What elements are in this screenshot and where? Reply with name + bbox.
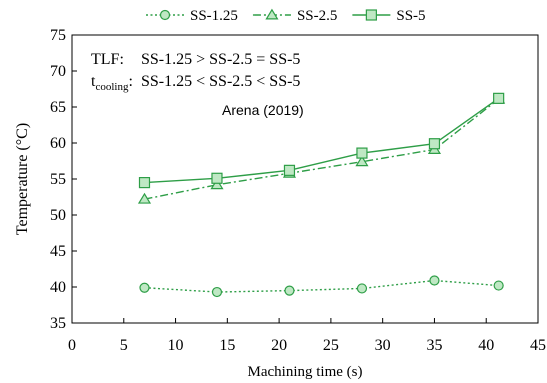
series-ss-1-25 [139, 275, 504, 298]
legend-label-ss-1-25: SS-1.25 [190, 8, 238, 24]
x-tick-label: 45 [530, 337, 546, 354]
data-point-ss-1-25 [356, 283, 368, 294]
data-point-ss-5 [356, 147, 368, 159]
data-point-ss-5 [138, 177, 151, 189]
data-point-ss-1-25 [429, 275, 440, 286]
x-tick-label: 30 [375, 337, 391, 354]
y-axis-ticks: 35 40 45 50 55 60 65 70 75 [50, 27, 77, 332]
series-line-ss-2-5 [144, 98, 500, 200]
x-tick-label: 25 [323, 337, 339, 354]
annotation-tcooling-text: SS-1.25 < SS-2.5 < SS-5 [141, 73, 300, 90]
x-tick-label: 15 [219, 337, 235, 354]
legend-marker-ss-1-25 [159, 9, 171, 21]
series-line-ss-5 [144, 97, 500, 184]
annotation-tlf-text: SS-1.25 > SS-2.5 = SS-5 [141, 51, 300, 68]
series-ss-2-5 [137, 92, 506, 204]
legend-item-ss-1-25: SS-1.25 [146, 8, 238, 24]
plot-frame [71, 34, 539, 324]
series-ss-5 [138, 92, 505, 189]
legend-item-ss-2-5: SS-2.5 [252, 8, 337, 24]
data-point-ss-1-25 [493, 280, 504, 291]
data-point-ss-2-5 [355, 155, 369, 167]
y-tick-label: 50 [50, 207, 66, 224]
data-point-ss-1-25 [284, 285, 295, 296]
data-point-ss-5 [428, 138, 441, 150]
annotation-tcooling: tcooling: [91, 73, 133, 93]
x-tick-label: 35 [426, 337, 442, 354]
annotation-tcooling-colon: : [128, 73, 132, 90]
data-point-ss-5 [283, 164, 296, 176]
y-tick-label: 40 [50, 279, 66, 296]
series-layer [137, 92, 506, 298]
annotation-source: Arena (2019) [222, 102, 304, 118]
annotation-tcooling-sub: cooling [95, 81, 128, 93]
legend: SS-1.25 SS-2.5 SS-5 [146, 8, 426, 24]
x-axis-label: Machining time (s) [248, 364, 363, 380]
annotation-tcooling-t: t [91, 73, 96, 90]
legend-label-ss-5: SS-5 [396, 8, 425, 24]
y-tick-label: 75 [50, 27, 66, 44]
y-axis-label: Temperature (°C) [14, 123, 31, 235]
data-point-ss-5 [493, 92, 505, 104]
x-tick-label: 5 [120, 337, 128, 354]
data-point-ss-1-25 [139, 282, 150, 293]
data-point-ss-1-25 [211, 286, 223, 298]
series-line-ss-1-25 [144, 279, 499, 293]
y-tick-label: 65 [50, 99, 66, 116]
annotation-tlf-label: TLF: [91, 51, 124, 68]
x-tick-label: 0 [68, 337, 76, 354]
x-tick-label: 10 [168, 337, 184, 354]
data-point-ss-5 [211, 172, 223, 184]
y-tick-label: 45 [50, 243, 66, 260]
legend-marker-ss-2-5 [265, 8, 279, 20]
y-tick-label: 55 [50, 171, 66, 188]
x-tick-label: 20 [271, 337, 287, 354]
y-tick-label: 70 [50, 63, 66, 80]
x-axis-ticks: 0 5 10 15 20 25 30 35 40 45 [68, 318, 546, 354]
y-tick-label: 35 [50, 315, 66, 332]
data-point-ss-2-5 [137, 192, 152, 204]
legend-label-ss-2-5: SS-2.5 [297, 8, 337, 24]
legend-marker-ss-5 [365, 9, 377, 21]
x-tick-label: 40 [478, 337, 494, 354]
y-tick-label: 60 [50, 135, 66, 152]
legend-item-ss-5: SS-5 [352, 8, 426, 24]
data-point-ss-2-5 [210, 178, 224, 190]
